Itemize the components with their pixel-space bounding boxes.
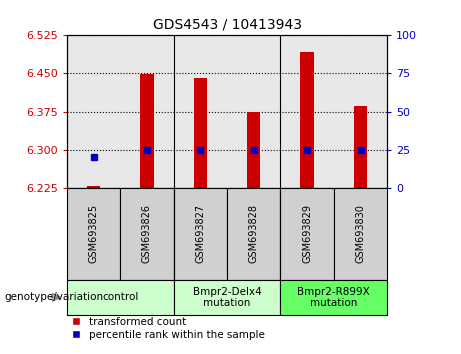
Bar <box>227 188 280 280</box>
Bar <box>67 280 174 315</box>
Text: Bmpr2-R899X
mutation: Bmpr2-R899X mutation <box>297 286 370 308</box>
Bar <box>247 112 260 188</box>
Bar <box>174 188 227 280</box>
Text: GSM693828: GSM693828 <box>249 204 259 263</box>
Bar <box>334 188 387 280</box>
Bar <box>174 280 280 315</box>
Bar <box>194 78 207 188</box>
Title: GDS4543 / 10413943: GDS4543 / 10413943 <box>153 17 301 32</box>
Text: GSM693826: GSM693826 <box>142 204 152 263</box>
Bar <box>87 186 100 188</box>
Text: GSM693825: GSM693825 <box>89 204 99 263</box>
Text: control: control <box>102 292 138 302</box>
Bar <box>354 107 367 188</box>
Bar <box>120 188 174 280</box>
Text: genotype/variation: genotype/variation <box>5 292 104 302</box>
Bar <box>67 188 120 280</box>
Legend: transformed count, percentile rank within the sample: transformed count, percentile rank withi… <box>72 317 265 340</box>
Text: Bmpr2-Delx4
mutation: Bmpr2-Delx4 mutation <box>193 286 261 308</box>
Bar <box>140 74 154 188</box>
Text: GSM693827: GSM693827 <box>195 204 205 263</box>
Bar <box>301 52 314 188</box>
Text: GSM693829: GSM693829 <box>302 204 312 263</box>
Bar <box>280 188 334 280</box>
Text: GSM693830: GSM693830 <box>355 204 366 263</box>
Bar <box>280 280 387 315</box>
